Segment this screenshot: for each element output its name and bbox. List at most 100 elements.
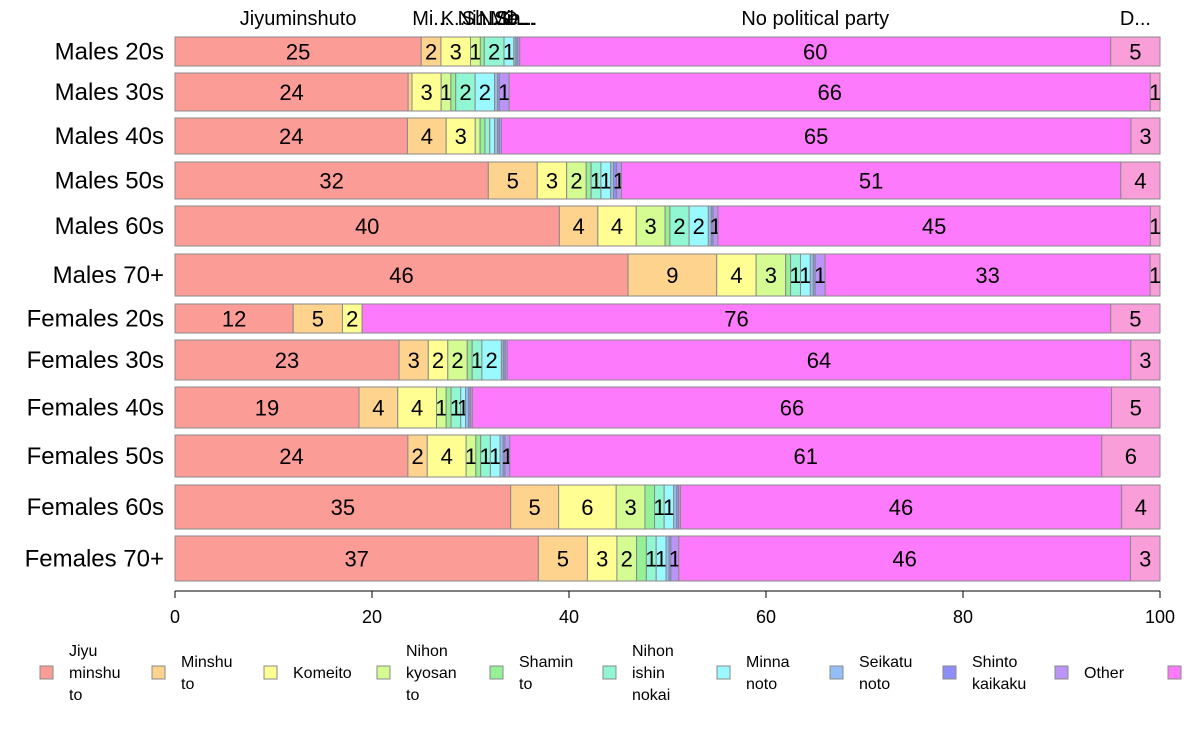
segment-label: 25: [286, 40, 310, 65]
bar-row-females-70: 37 5 3 2 11 1 46 3: [174, 535, 1161, 582]
segment-label: 9: [666, 263, 678, 288]
segment-label: 46: [892, 547, 916, 572]
segment-label: 64: [807, 348, 831, 373]
bar-segment-males-60s-5: [664, 205, 671, 247]
row-label-females-60s: Females 60s: [27, 494, 164, 521]
bar-segment-females-20s-11: [361, 303, 1112, 334]
segment-label: 3: [1139, 348, 1151, 373]
row-label-males-70: Males 70+: [53, 262, 164, 289]
legend-swatch: [489, 665, 504, 680]
bar-row-males-30s: 24 3 1 2 2 1 66 1: [174, 72, 1161, 112]
top-label-9: Sh...: [496, 8, 537, 30]
bar-segment-females-40s-1: [174, 386, 360, 429]
bar-segment-males-40s-12: [1130, 117, 1161, 155]
bar-row-males-20s: 25 2 3 1 2 1 60 5: [174, 36, 1161, 67]
segment-label: 45: [922, 214, 946, 239]
segment-label: 4: [372, 396, 384, 421]
segment-label: 3: [765, 263, 777, 288]
legend-label: Komeito: [293, 665, 352, 682]
segment-label: 1: [645, 547, 657, 572]
bar-segment-males-30s-12: [1149, 72, 1161, 112]
legend-swatch: [376, 665, 391, 680]
bar-row-males-40s: 24 4 3 65 3: [174, 117, 1161, 155]
legend-swatch: [1054, 665, 1069, 680]
x-tick-label: 100: [1145, 607, 1175, 627]
bar-segment-males-50s-1: [174, 161, 489, 200]
bar-row-females-60s: 35 5 6 3 11 46 4: [174, 484, 1161, 530]
segment-label: 3: [1139, 124, 1151, 149]
top-label-3: K...: [441, 8, 471, 30]
legend-swatch: [942, 665, 957, 680]
bar-segment-males-60s-4: [635, 205, 666, 247]
bar-segment-females-50s-11: [509, 434, 1103, 478]
top-label-4: Ni...: [458, 8, 494, 30]
segment-label: 4: [730, 263, 742, 288]
legend-label: Shamin to: [519, 654, 573, 693]
bar-segment-males-30s-11: [508, 72, 1151, 112]
bar-segment-males-30s-5: [450, 72, 457, 112]
segment-label: 1: [653, 495, 665, 520]
bar-row-females-20s: 12 5 2 76 5: [174, 303, 1161, 334]
legend-item-4: Nihon kyosan to: [376, 643, 457, 704]
bar-segment-females-30s-2: [398, 339, 429, 381]
segment-label: 6: [581, 495, 593, 520]
segment-label: 2: [621, 547, 633, 572]
legend-swatch: [602, 665, 617, 680]
segment-label: 1: [469, 40, 481, 65]
legend-label: Shinto kaikaku: [972, 654, 1026, 693]
segment-label: 35: [331, 495, 355, 520]
row-label-males-60s: Males 60s: [55, 213, 164, 240]
segment-label: 3: [624, 495, 636, 520]
x-tick-label: 80: [953, 607, 973, 627]
top-label-10: O...: [503, 8, 535, 30]
row-label-males-40s: Males 40s: [55, 123, 164, 150]
bar-segment-females-40s-2: [358, 386, 399, 429]
legend-label: Jiyu minshu to: [69, 643, 121, 704]
bar-segment-females-60s-1: [174, 484, 512, 530]
segment-label: 4: [1134, 169, 1146, 194]
bar-segment-females-60s-12: [1121, 484, 1161, 530]
legend-label: Minshu to: [181, 654, 233, 693]
bar-segment-males-50s-12: [1120, 161, 1161, 200]
segment-label: 5: [1129, 40, 1141, 65]
bar-segment-males-50s-11: [620, 161, 1122, 200]
segment-label: 1: [789, 263, 801, 288]
segment-label: 1: [465, 444, 477, 469]
segment-label: 1: [655, 547, 667, 572]
legend-item-9: Shinto kaikaku: [942, 654, 1026, 693]
bar-row-males-60s: 40 4 4 3 2 2 1 45 1: [174, 205, 1161, 247]
row-label-females-40s: Females 40s: [27, 395, 164, 422]
segment-label: 2: [425, 40, 437, 65]
segment-label: 76: [724, 307, 748, 332]
segment-label: 3: [455, 124, 467, 149]
legend-item-11: [1167, 665, 1182, 680]
legend-item-5: Shamin to: [489, 654, 573, 693]
bar-segment-females-70-2: [537, 535, 588, 582]
segment-label: 2: [451, 348, 463, 373]
bar-segment-females-40s-11: [471, 386, 1113, 429]
segment-label: 23: [275, 348, 299, 373]
bar-segment-females-40s-12: [1111, 386, 1161, 429]
segment-label: 3: [1139, 547, 1151, 572]
bar-segment-males-20s-1: [174, 36, 422, 67]
bar-segment-males-40s-4: [474, 117, 481, 155]
bar-segment-females-50s-12: [1101, 434, 1161, 478]
bar-segment-males-70-1: [174, 253, 629, 297]
segment-label: 19: [255, 396, 279, 421]
x-axis: 0 20 40 60 80 100: [170, 590, 1175, 627]
bar-segment-males-30s-1: [174, 72, 409, 112]
segment-label: 32: [319, 169, 343, 194]
segment-label: 1: [479, 444, 491, 469]
segment-label: 61: [794, 444, 818, 469]
segment-label: 1: [440, 80, 452, 105]
segment-label: 3: [408, 348, 420, 373]
bar-segment-males-50s-2: [487, 161, 538, 200]
segment-label: 1: [600, 169, 612, 194]
bar-segment-males-60s-11: [717, 205, 1151, 247]
bar-segment-females-60s-4: [615, 484, 646, 530]
segment-label: 4: [411, 396, 423, 421]
segment-label: 1: [498, 80, 510, 105]
bar-segment-males-50s-3: [536, 161, 568, 200]
segment-label: 3: [546, 169, 558, 194]
top-label-7: Mi...: [490, 8, 528, 30]
